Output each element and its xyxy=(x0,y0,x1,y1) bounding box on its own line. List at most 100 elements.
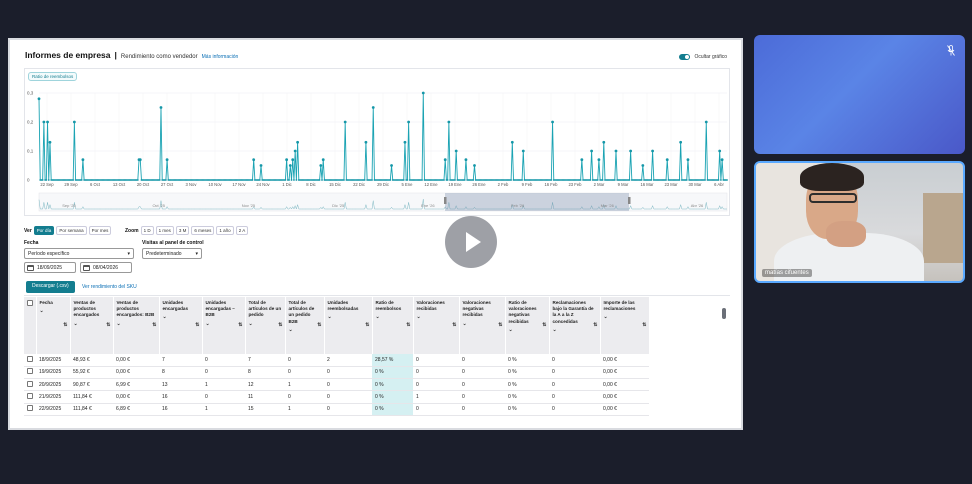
data-point xyxy=(446,179,449,181)
chevron-down-icon[interactable]: ⌄ xyxy=(603,314,608,321)
column-header[interactable]: Unidades reembolsadas ⇅ ⌄ xyxy=(324,297,373,354)
chevron-down-icon[interactable]: ⌄ xyxy=(162,314,167,321)
column-header[interactable]: Reclamaciones bajo la Garantía de la A a… xyxy=(549,297,601,354)
chevron-down-icon[interactable]: ⌄ xyxy=(375,314,380,321)
visits-select[interactable]: Predeterminado ▾ xyxy=(142,248,202,259)
sort-icon[interactable]: ⇅ xyxy=(106,322,111,328)
chevron-down-icon[interactable]: ⌄ xyxy=(327,314,332,321)
toggle-switch[interactable] xyxy=(679,54,691,60)
chevron-down-icon[interactable]: ⌄ xyxy=(73,320,78,327)
zoom-6m-button[interactable]: 6 meses xyxy=(191,226,215,235)
data-point xyxy=(158,179,161,181)
select-all-checkbox-cell[interactable] xyxy=(24,297,37,354)
download-csv-button[interactable]: Descargar (.csv) xyxy=(26,281,75,293)
table-cell: 0 xyxy=(285,390,324,404)
chevron-down-icon[interactable]: ⌄ xyxy=(552,326,557,333)
sort-icon[interactable]: ⇅ xyxy=(406,322,411,328)
view-month-button[interactable]: Por mes xyxy=(88,226,112,235)
row-checkbox[interactable] xyxy=(27,393,33,400)
table-row[interactable]: 20/9/2025 90,87 €6,99 €13 1 12 1 0 0 % 0 0 0 % 0 0,… xyxy=(24,378,649,392)
column-header[interactable]: Valoraciones negativas recibidas ⇅ ⌄ xyxy=(459,297,506,354)
table-row[interactable]: 19/9/2025 55,92 €0,00 €8 0 8 0 0 0 % 0 0 0 % 0 0,00… xyxy=(24,366,649,380)
sort-icon[interactable]: ⇅ xyxy=(63,322,68,328)
date-from-field[interactable]: 18/09/2025 xyxy=(24,262,76,273)
chevron-down-icon[interactable]: ⌄ xyxy=(416,314,421,321)
mic-off-icon xyxy=(947,45,955,56)
table-cell: 0 xyxy=(459,390,505,404)
column-header[interactable]: Total de artículos de un pedido ⇅ ⌄ xyxy=(245,297,286,354)
chevron-down-icon[interactable]: ⌄ xyxy=(288,326,293,333)
table-row[interactable]: 21/9/2025 111,84 €0,00 €16 0 11 0 0 0 % 1 0 0 % 0 0… xyxy=(24,390,649,404)
column-header[interactable]: Ratio de reembolsos ⇅ ⌄ xyxy=(372,297,414,354)
sort-icon[interactable]: ⇅ xyxy=(542,322,547,328)
data-point xyxy=(473,164,476,167)
table-row[interactable]: 18/9/2025 48,93 €0,00 €7 0 7 0 2 28,57 % 0 0 0 % 0… xyxy=(24,354,649,367)
view-week-button[interactable]: Por semana xyxy=(56,226,87,235)
metric-chip[interactable]: Ratio de reembolsos xyxy=(28,72,78,81)
data-point xyxy=(726,179,728,181)
data-point xyxy=(321,158,325,162)
x-tick-label: 22 Dic xyxy=(353,182,365,187)
sort-icon[interactable]: ⇅ xyxy=(642,322,647,328)
column-header[interactable]: Unidades encargadas – B2B ⇅ ⌄ xyxy=(202,297,246,354)
sort-icon[interactable]: ⇅ xyxy=(452,322,457,328)
chevron-down-icon[interactable]: ⌄ xyxy=(205,320,210,327)
column-header[interactable]: Importe de las reclamaciones ⇅ ⌄ xyxy=(600,297,650,354)
zoom-1y-button[interactable]: 1 año xyxy=(216,226,234,235)
chevron-down-icon[interactable]: ⌄ xyxy=(248,320,253,327)
more-info-link[interactable]: Más información xyxy=(201,54,239,60)
table-cell: 0 % xyxy=(372,378,413,392)
row-checkbox-cell[interactable] xyxy=(24,366,36,380)
table-cell: 0 xyxy=(549,403,600,416)
date-to-field[interactable]: 08/04/2026 xyxy=(80,262,132,273)
column-header[interactable]: Ventas de productos encargados ⇅ ⌄ xyxy=(70,297,114,354)
zoom-2y-button[interactable]: 2 A xyxy=(235,226,249,235)
table-cell: 0 xyxy=(413,366,459,380)
chart-toggle[interactable]: Ocultar gráfico xyxy=(679,54,727,60)
row-checkbox[interactable] xyxy=(27,380,33,387)
row-checkbox-cell[interactable] xyxy=(24,378,36,392)
column-header[interactable]: Ratio de valoraciones negativas recibida… xyxy=(505,297,550,354)
navigator-label: Abr '26 xyxy=(691,203,704,208)
sku-performance-link[interactable]: Ver rendimiento del SKU xyxy=(82,284,137,290)
sort-icon[interactable]: ⇅ xyxy=(498,322,503,328)
data-point xyxy=(665,158,669,162)
table-scrollbar[interactable] xyxy=(722,308,726,319)
period-select[interactable]: Período específico ▾ xyxy=(24,248,134,259)
zoom-3m-button[interactable]: 3 M xyxy=(175,226,190,235)
column-header[interactable]: Fecha ⇅ ⌄ xyxy=(36,297,71,354)
chevron-down-icon[interactable]: ⌄ xyxy=(462,320,467,327)
chevron-down-icon[interactable]: ⌄ xyxy=(116,320,121,327)
zoom-1d-button[interactable]: 1 D xyxy=(140,226,154,235)
column-header[interactable]: Total de artículos de un pedido B2B ⇅ ⌄ xyxy=(285,297,325,354)
sort-icon[interactable]: ⇅ xyxy=(278,322,283,328)
table-row[interactable]: 22/9/2025 111,84 €6,89 €16 1 15 1 0 0 % 0 0 0 % 0 0… xyxy=(24,403,649,416)
chart-container: Ratio de reembolsos 0,3 0,2 0,1 0 22 Sep 29 S… xyxy=(24,68,730,216)
sort-icon[interactable]: ⇅ xyxy=(195,322,200,328)
play-button[interactable] xyxy=(445,216,497,268)
sort-icon[interactable]: ⇅ xyxy=(238,322,243,328)
x-tick-label: 1 Dic xyxy=(282,182,292,187)
chevron-down-icon[interactable]: ⌄ xyxy=(39,308,44,315)
row-checkbox-cell[interactable] xyxy=(24,390,36,404)
select-all-checkbox[interactable] xyxy=(27,300,33,306)
column-header[interactable]: Unidades encargadas ⇅ ⌄ xyxy=(159,297,203,354)
row-checkbox-cell[interactable] xyxy=(24,403,36,416)
row-checkbox-cell[interactable] xyxy=(24,354,36,367)
sort-icon[interactable]: ⇅ xyxy=(365,322,370,328)
table-cell: 12 xyxy=(245,378,285,392)
view-day-button[interactable]: Por día xyxy=(33,226,55,235)
chevron-down-icon[interactable]: ⌄ xyxy=(508,326,513,333)
zoom-1m-button[interactable]: 1 mes xyxy=(155,226,174,235)
row-checkbox[interactable] xyxy=(27,405,33,412)
column-header[interactable]: Valoraciones recibidas ⇅ ⌄ xyxy=(413,297,460,354)
row-checkbox[interactable] xyxy=(27,368,33,375)
table-cell: 0 % xyxy=(372,403,413,416)
x-tick-label: 3 Nov xyxy=(186,182,198,187)
column-header[interactable]: Ventas de productos encargados: B2B ⇅ ⌄ xyxy=(113,297,160,354)
table-cell: 0 xyxy=(413,354,459,367)
sort-icon[interactable]: ⇅ xyxy=(152,322,157,328)
sort-icon[interactable]: ⇅ xyxy=(593,322,598,328)
row-checkbox[interactable] xyxy=(27,355,33,362)
sort-icon[interactable]: ⇅ xyxy=(317,322,322,328)
